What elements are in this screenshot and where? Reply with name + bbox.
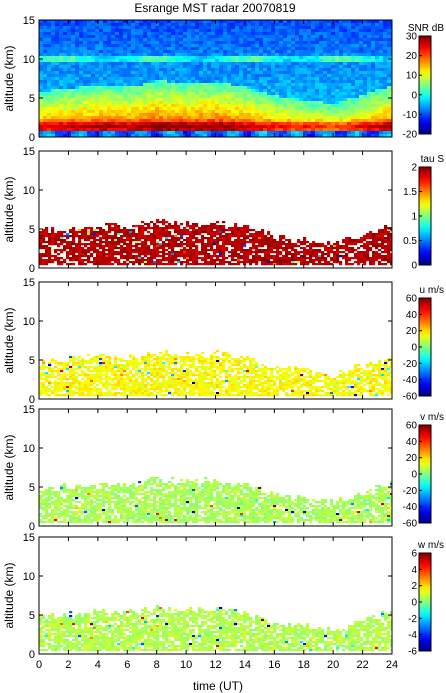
colorbar-tick-label: -40	[403, 502, 418, 513]
x-tick-label: 14	[239, 659, 251, 671]
y-tick-label: 5	[29, 482, 35, 494]
x-tick-label: 12	[209, 659, 221, 671]
colorbar-tick-label: 0	[411, 343, 417, 354]
x-tick-label: 20	[327, 659, 339, 671]
colorbar-tick-label: 10	[406, 71, 418, 82]
colorbar-tick-label: 0	[411, 598, 417, 609]
colorbar-tick-label: -60	[403, 392, 418, 403]
y-tick-label: 10	[23, 316, 35, 328]
colorbar-tick-label: 0	[411, 90, 417, 101]
y-tick-label: 0	[29, 132, 35, 144]
colorbar-tick-label: 6	[411, 549, 417, 560]
panel-3-field	[39, 282, 392, 399]
colorbar-tick-label: 20	[406, 453, 418, 464]
panel-2-field	[39, 151, 392, 268]
colorbar-tick-label: 2	[411, 581, 417, 592]
y-tick-label: 10	[23, 571, 35, 583]
y-tick-label: 10	[23, 443, 35, 455]
y-axis-label: altitude (km)	[2, 562, 16, 628]
colorbar-label: SNR dB	[408, 23, 444, 34]
colorbar-tick-label: -6	[408, 647, 417, 658]
colorbar-tick-label: 2	[411, 163, 417, 174]
y-tick-label: 10	[23, 54, 35, 66]
x-tick-label: 8	[154, 659, 160, 671]
colorbar-tick-label: -20	[403, 359, 418, 370]
panel-1-field	[39, 20, 392, 137]
panel-3: 0 5 10 15 altitude (km) u m/s -60 -40 -20 0 20 40 60	[2, 277, 444, 406]
colorbar-label: w m/s	[417, 540, 444, 551]
colorbar-label: u m/s	[420, 285, 444, 296]
colorbar-tick-label: 40	[406, 310, 418, 321]
y-tick-label: 0	[29, 521, 35, 533]
colorbar-label: tau S	[421, 154, 445, 165]
colorbar-label: v m/s	[420, 412, 444, 423]
x-tick-label: 18	[298, 659, 310, 671]
colorbar-tick-label: -60	[403, 519, 418, 530]
colorbar-tick-label: 0.5	[403, 236, 417, 247]
colorbar-tick-label: 20	[406, 326, 418, 337]
x-tick-label: 22	[356, 659, 368, 671]
x-tick-label: 6	[124, 659, 130, 671]
colorbar-tick-label: 60	[406, 294, 418, 305]
x-tick-label: 16	[268, 659, 280, 671]
y-tick-label: 5	[29, 355, 35, 367]
x-tick-label: 10	[180, 659, 192, 671]
colorbar-tick-label: 60	[406, 421, 418, 432]
colorbar-tick-label: -20	[403, 130, 418, 141]
y-tick-label: 5	[29, 93, 35, 105]
y-axis-label: altitude (km)	[2, 307, 16, 373]
colorbar-tick-label: 30	[406, 32, 418, 43]
x-tick-label: 24	[386, 659, 398, 671]
y-tick-label: 0	[29, 649, 35, 661]
colorbar-tick-label: 1	[411, 212, 417, 223]
colorbar-tick-label: 1.5	[403, 187, 417, 198]
colorbar-tick-label: 20	[406, 51, 418, 62]
colorbar-tick-label: -10	[403, 110, 418, 121]
y-axis-label: altitude (km)	[2, 45, 16, 111]
y-axis-label: altitude (km)	[2, 176, 16, 242]
x-tick-label: 2	[65, 659, 71, 671]
y-tick-label: 15	[23, 404, 35, 416]
colorbar-tick-label: 0	[411, 470, 417, 481]
panel-1: 0 5 10 15 altitude (km) SNR dB -20 -10 0 10 20 30	[2, 15, 444, 144]
y-tick-label: 5	[29, 610, 35, 622]
x-tick-label: 4	[95, 659, 101, 671]
colorbar-tick-label: -20	[403, 486, 418, 497]
y-tick-label: 5	[29, 224, 35, 236]
panel-2: 0 5 10 15 altitude (km) tau S 0 0.5 1 1.5 2	[2, 146, 444, 275]
colorbar-tick-label: -2	[408, 614, 417, 625]
y-tick-label: 0	[29, 394, 35, 406]
y-tick-label: 15	[23, 277, 35, 289]
y-axis-label: altitude (km)	[2, 434, 16, 500]
y-tick-label: 15	[23, 532, 35, 544]
chart-title: Esrange MST radar 20070819	[134, 1, 296, 15]
x-axis-label: time (UT)	[193, 679, 243, 693]
colorbar	[418, 35, 432, 135]
y-tick-label: 15	[23, 15, 35, 27]
panel-4: 0 5 10 15 altitude (km) v m/s -60 -40 -20 0 20 40 60	[2, 404, 444, 533]
panel-4-field	[39, 409, 392, 526]
panel-5-field	[39, 537, 392, 654]
y-tick-label: 10	[23, 185, 35, 197]
colorbar-tick-label: 40	[406, 437, 418, 448]
colorbar-tick-label: 4	[411, 565, 417, 576]
colorbar-tick-label: -40	[403, 375, 418, 386]
y-tick-label: 0	[29, 263, 35, 275]
colorbar-tick-label: 0	[411, 261, 417, 272]
colorbar-tick-label: -4	[408, 630, 417, 641]
x-tick-label: 0	[36, 659, 42, 671]
y-tick-label: 15	[23, 146, 35, 158]
